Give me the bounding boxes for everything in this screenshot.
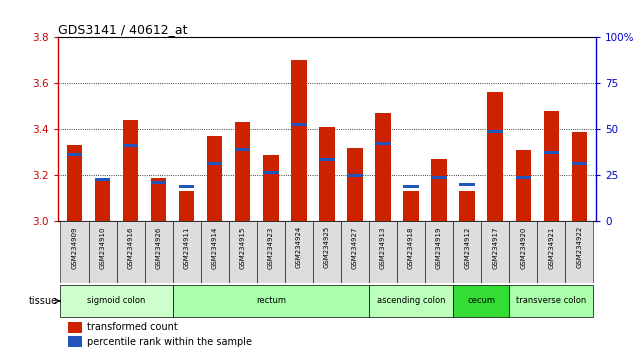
Text: ascending colon: ascending colon bbox=[377, 296, 445, 306]
Bar bbox=[515, 150, 531, 221]
Text: GSM234924: GSM234924 bbox=[296, 226, 302, 268]
FancyBboxPatch shape bbox=[201, 221, 229, 283]
Bar bbox=[347, 174, 363, 177]
Bar bbox=[207, 136, 222, 221]
FancyBboxPatch shape bbox=[425, 221, 453, 283]
Bar bbox=[179, 185, 194, 188]
FancyBboxPatch shape bbox=[537, 221, 565, 283]
FancyBboxPatch shape bbox=[453, 285, 509, 317]
Bar bbox=[235, 148, 251, 152]
Text: GSM234918: GSM234918 bbox=[408, 226, 414, 269]
FancyBboxPatch shape bbox=[172, 285, 369, 317]
Bar bbox=[460, 183, 475, 186]
Text: GSM234917: GSM234917 bbox=[492, 226, 498, 269]
Text: GDS3141 / 40612_at: GDS3141 / 40612_at bbox=[58, 23, 187, 36]
Text: GSM234910: GSM234910 bbox=[99, 226, 106, 269]
Text: GSM234923: GSM234923 bbox=[268, 226, 274, 269]
Bar bbox=[544, 111, 559, 221]
Text: GSM234919: GSM234919 bbox=[436, 226, 442, 269]
FancyBboxPatch shape bbox=[509, 221, 537, 283]
Bar bbox=[515, 176, 531, 179]
Text: cecum: cecum bbox=[467, 296, 495, 306]
Text: transformed count: transformed count bbox=[87, 322, 178, 332]
Bar bbox=[431, 176, 447, 179]
Text: GSM234915: GSM234915 bbox=[240, 226, 246, 269]
Bar bbox=[95, 178, 110, 221]
FancyBboxPatch shape bbox=[565, 221, 594, 283]
FancyBboxPatch shape bbox=[369, 285, 453, 317]
FancyBboxPatch shape bbox=[481, 221, 509, 283]
Bar bbox=[123, 120, 138, 221]
Text: GSM234922: GSM234922 bbox=[576, 226, 582, 268]
Text: transverse colon: transverse colon bbox=[516, 296, 587, 306]
Bar bbox=[291, 60, 306, 221]
Text: sigmoid colon: sigmoid colon bbox=[87, 296, 146, 306]
Bar bbox=[67, 145, 82, 221]
FancyBboxPatch shape bbox=[285, 221, 313, 283]
Bar bbox=[347, 148, 363, 221]
Bar bbox=[263, 171, 279, 175]
Text: GSM234913: GSM234913 bbox=[380, 226, 386, 269]
Bar bbox=[69, 336, 82, 347]
Bar bbox=[69, 322, 82, 333]
Text: GSM234914: GSM234914 bbox=[212, 226, 218, 269]
Bar bbox=[95, 178, 110, 181]
Bar bbox=[291, 123, 306, 126]
Text: GSM234912: GSM234912 bbox=[464, 226, 470, 269]
Text: GSM234909: GSM234909 bbox=[72, 226, 78, 269]
FancyBboxPatch shape bbox=[313, 221, 341, 283]
Bar bbox=[235, 122, 251, 221]
Bar bbox=[487, 92, 503, 221]
Bar bbox=[403, 185, 419, 188]
FancyBboxPatch shape bbox=[60, 221, 88, 283]
Bar bbox=[123, 144, 138, 147]
Bar bbox=[487, 130, 503, 133]
FancyBboxPatch shape bbox=[60, 285, 172, 317]
Text: rectum: rectum bbox=[256, 296, 286, 306]
Text: GSM234921: GSM234921 bbox=[548, 226, 554, 269]
Bar bbox=[207, 162, 222, 165]
Bar bbox=[431, 159, 447, 221]
Bar bbox=[319, 158, 335, 161]
FancyBboxPatch shape bbox=[229, 221, 257, 283]
Bar bbox=[179, 191, 194, 221]
FancyBboxPatch shape bbox=[369, 221, 397, 283]
Bar bbox=[572, 131, 587, 221]
FancyBboxPatch shape bbox=[257, 221, 285, 283]
Bar bbox=[67, 153, 82, 156]
FancyBboxPatch shape bbox=[172, 221, 201, 283]
FancyBboxPatch shape bbox=[509, 285, 594, 317]
Bar bbox=[572, 162, 587, 165]
Text: GSM234927: GSM234927 bbox=[352, 226, 358, 269]
Bar bbox=[460, 191, 475, 221]
Text: percentile rank within the sample: percentile rank within the sample bbox=[87, 337, 253, 347]
FancyBboxPatch shape bbox=[453, 221, 481, 283]
Bar bbox=[319, 127, 335, 221]
Bar bbox=[151, 178, 167, 221]
Text: GSM234916: GSM234916 bbox=[128, 226, 133, 269]
Bar bbox=[375, 113, 391, 221]
FancyBboxPatch shape bbox=[88, 221, 117, 283]
Bar bbox=[263, 154, 279, 221]
Text: GSM234911: GSM234911 bbox=[184, 226, 190, 269]
Bar bbox=[403, 191, 419, 221]
Text: GSM234925: GSM234925 bbox=[324, 226, 330, 268]
Bar bbox=[375, 142, 391, 144]
Bar bbox=[544, 151, 559, 154]
Bar bbox=[151, 181, 167, 184]
FancyBboxPatch shape bbox=[117, 221, 145, 283]
Text: GSM234926: GSM234926 bbox=[156, 226, 162, 269]
FancyBboxPatch shape bbox=[397, 221, 425, 283]
Text: tissue: tissue bbox=[29, 296, 58, 306]
FancyBboxPatch shape bbox=[145, 221, 172, 283]
FancyBboxPatch shape bbox=[341, 221, 369, 283]
Text: GSM234920: GSM234920 bbox=[520, 226, 526, 269]
